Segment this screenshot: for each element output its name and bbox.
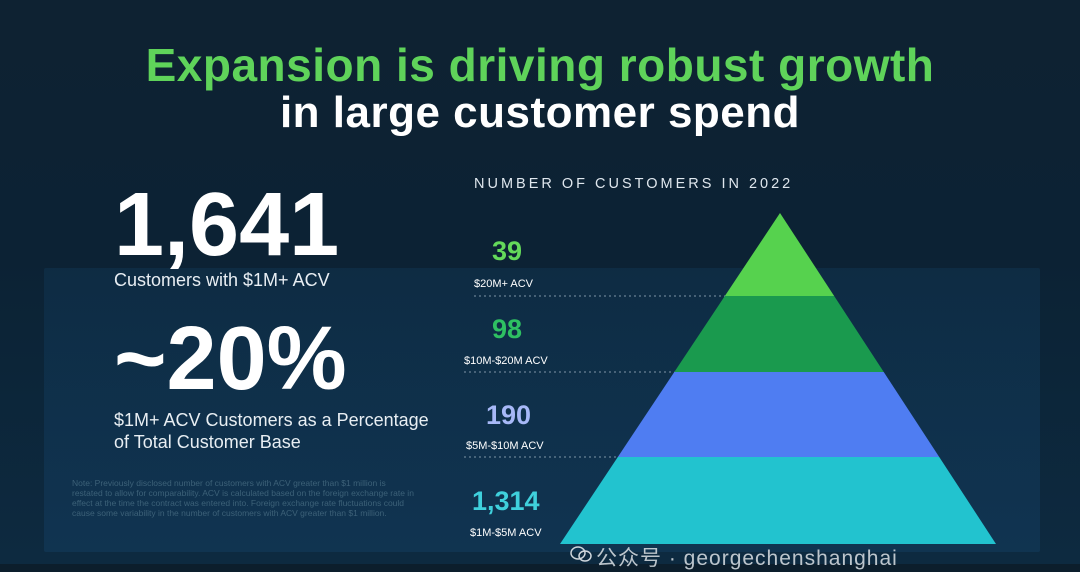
tier-value-label: 98: [492, 314, 522, 344]
percent-stat-label: $1M+ ACV Customers as a Percentage of To…: [114, 410, 429, 452]
watermark: 公众号 · georgechenshanghai: [566, 542, 898, 572]
customers-stat-value: 1,641: [114, 175, 340, 275]
pyramid-tier-2: [674, 296, 884, 372]
customers-stat-label: Customers with $1M+ ACV: [114, 270, 330, 290]
tier-value-label: 1,314: [472, 486, 540, 516]
pyramid-tier-1: [724, 213, 835, 296]
footnote: Note: Previously disclosed number of cus…: [72, 478, 414, 518]
pyramid-tier-4: [560, 457, 996, 544]
tier-value-label: 39: [492, 236, 522, 266]
watermark-text: 公众号 · georgechenshanghai: [596, 547, 898, 570]
percent-stat-value: ~20%: [114, 309, 347, 409]
tier-category-label: $1M-$5M ACV: [470, 527, 542, 539]
pyramid-tier-3: [617, 372, 940, 457]
wechat-icon: [570, 546, 592, 562]
tier-category-label: $10M-$20M ACV: [464, 355, 548, 367]
chart-title: NUMBER OF CUSTOMERS IN 2022: [474, 176, 794, 192]
title-line-2: in large customer spend: [279, 88, 801, 137]
title-line-1: Expansion is driving robust growth: [145, 39, 935, 91]
tier-category-label: $5M-$10M ACV: [466, 440, 544, 452]
tier-category-label: $20M+ ACV: [474, 278, 534, 290]
tier-value-label: 190: [486, 400, 531, 430]
